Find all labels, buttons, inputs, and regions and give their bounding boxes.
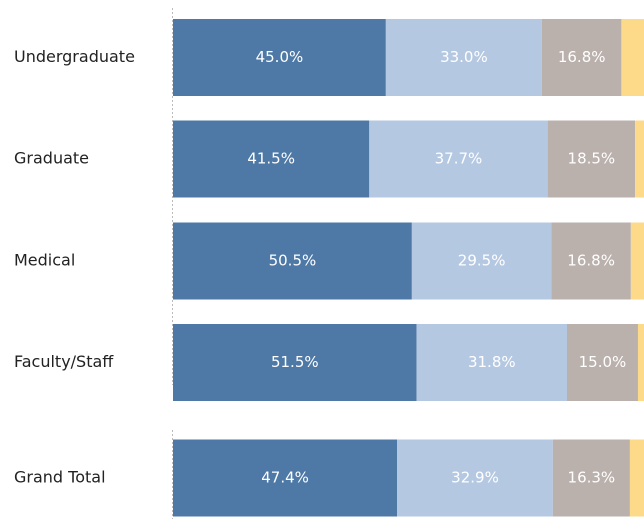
bar-segment	[547, 120, 636, 198]
bar-segment	[552, 439, 630, 517]
data-label: 16.8%	[558, 48, 606, 66]
bar-segment	[621, 19, 644, 96]
data-label: 37.7%	[435, 150, 483, 168]
bar-segment	[629, 439, 644, 517]
category-label: Graduate	[14, 149, 89, 168]
bar-segment	[173, 222, 412, 300]
data-label: 29.5%	[458, 252, 506, 270]
data-label: 41.5%	[247, 150, 295, 168]
bar-segment	[567, 324, 638, 401]
category-label: Grand Total	[14, 468, 106, 487]
data-label: 47.4%	[261, 469, 309, 487]
data-label: 33.0%	[440, 48, 488, 66]
data-label: 18.5%	[568, 150, 616, 168]
bar-segment	[397, 439, 553, 517]
bar-segment	[630, 222, 644, 300]
bar-segment	[416, 324, 568, 401]
category-label: Undergraduate	[14, 47, 135, 66]
bar-segment	[635, 120, 644, 198]
data-label: 45.0%	[256, 48, 304, 66]
data-label: 16.3%	[568, 469, 616, 487]
bar-segment	[173, 120, 370, 198]
category-label: Medical	[14, 251, 75, 270]
bar-segment	[541, 19, 622, 96]
data-label: 50.5%	[269, 252, 317, 270]
bar-segment	[637, 324, 644, 401]
data-label: 32.9%	[451, 469, 499, 487]
bar-segment	[385, 19, 542, 96]
category-label: Faculty/Staff	[14, 352, 114, 371]
data-label: 31.8%	[468, 353, 516, 371]
bar-segment	[173, 324, 417, 401]
bar-segment	[369, 120, 548, 198]
data-label: 16.8%	[567, 252, 615, 270]
data-label: 51.5%	[271, 353, 319, 371]
bar-segment	[173, 19, 386, 96]
data-label: 15.0%	[579, 353, 627, 371]
bar-segment	[173, 439, 398, 517]
bar-segment	[411, 222, 552, 300]
bar-segment	[551, 222, 631, 300]
